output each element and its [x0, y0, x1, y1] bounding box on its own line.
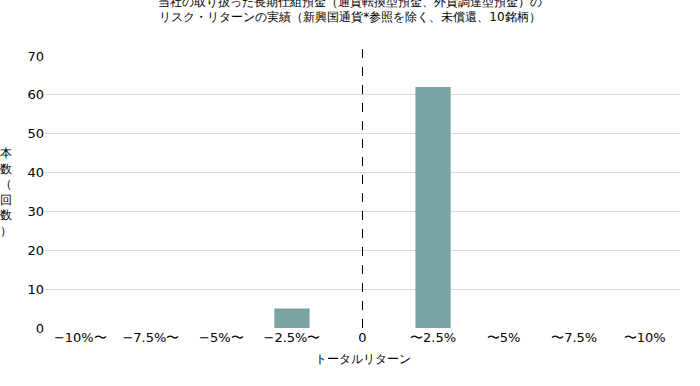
svg-text:〜7.5%: 〜7.5% [551, 330, 597, 345]
svg-text:10: 10 [27, 282, 44, 297]
svg-text:本数（回数）: 本数（回数） [0, 146, 12, 238]
svg-text:−5%〜: −5%〜 [199, 330, 244, 345]
svg-text:40: 40 [27, 165, 44, 180]
svg-text:−2.5%〜: −2.5%〜 [263, 330, 320, 345]
svg-text:〜10%: 〜10% [624, 330, 666, 345]
svg-text:−10%〜: −10%〜 [54, 330, 107, 345]
svg-text:〜5%: 〜5% [487, 330, 521, 345]
svg-text:30: 30 [27, 204, 44, 219]
svg-text:70: 70 [27, 49, 44, 64]
svg-text:60: 60 [27, 87, 44, 102]
svg-text:50: 50 [27, 126, 44, 141]
svg-text:0: 0 [358, 330, 366, 345]
svg-text:トータルリターン: トータルリターン [315, 352, 411, 366]
svg-text:20: 20 [27, 243, 44, 258]
svg-text:〜2.5%: 〜2.5% [410, 330, 456, 345]
svg-text:−7.5%〜: −7.5%〜 [122, 330, 179, 345]
svg-text:当社の取り扱った長期仕組預金（通貨転換型預金、外貨調達型預金: 当社の取り扱った長期仕組預金（通貨転換型預金、外貨調達型預金）のリスク・リターン… [158, 0, 542, 24]
svg-text:0: 0 [36, 321, 44, 336]
